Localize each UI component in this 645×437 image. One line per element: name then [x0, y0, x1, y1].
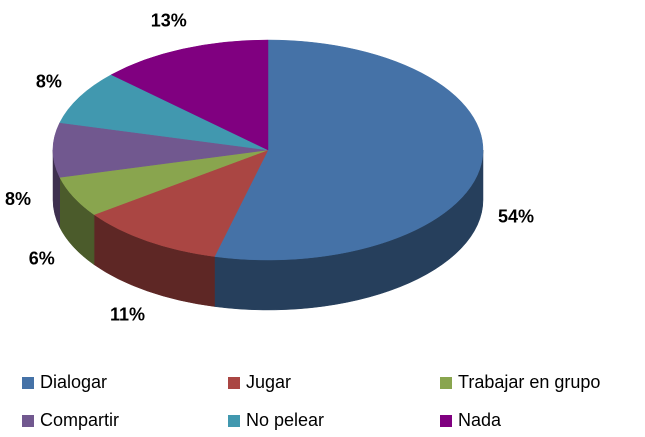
slice: [93, 149, 269, 257]
legend-label: Dialogar: [40, 372, 107, 392]
slice: [59, 74, 269, 151]
data-label: 6%: [29, 248, 55, 268]
legend-swatch: [22, 415, 34, 427]
legend-label: Compartir: [40, 410, 119, 430]
legend-swatch: [228, 377, 240, 389]
data-label: 8%: [36, 71, 62, 91]
data-label: 13%: [151, 10, 187, 30]
data-label: 8%: [5, 189, 31, 209]
legend-swatch: [440, 415, 452, 427]
legend-label: Nada: [458, 410, 502, 430]
slice: [52, 122, 269, 178]
data-label: 11%: [110, 305, 145, 325]
slice: [214, 39, 484, 261]
legend-label: Trabajar en grupo: [458, 372, 600, 392]
legend-label: No pelear: [246, 410, 324, 430]
slice: [110, 39, 269, 151]
legend-swatch: [22, 377, 34, 389]
legend-label: Jugar: [246, 372, 291, 392]
legend-swatch: [228, 415, 240, 427]
data-label: 54%: [498, 206, 534, 226]
legend-swatch: [440, 377, 452, 389]
